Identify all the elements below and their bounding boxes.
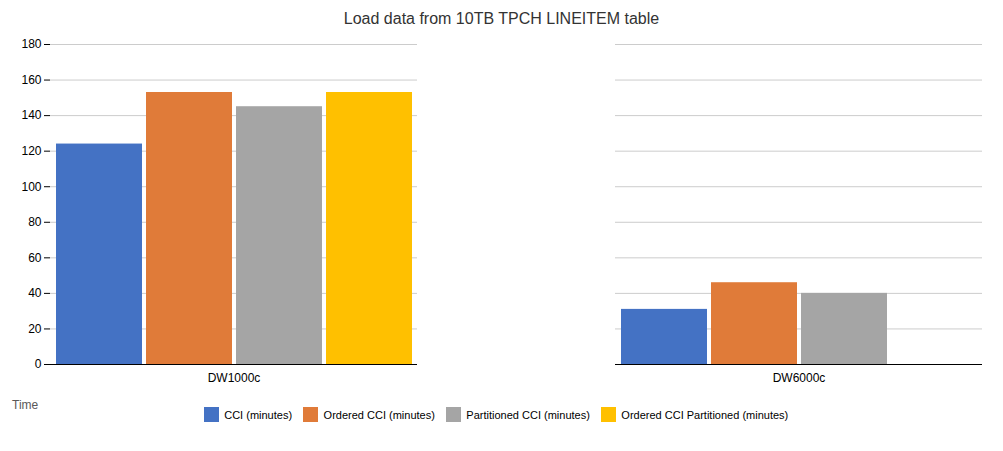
html-text:Partitioned CCI (minutes): Partitioned CCI (minutes) [466,408,590,421]
html-text:Time: Time [12,398,39,412]
svg-text:40: 40 [28,286,42,300]
svg-text:100: 100 [21,180,41,194]
html-text:Load data from 10TB TPCH LINEI: Load data from 10TB TPCH LINEITEM table [343,10,660,27]
svg-text:80: 80 [28,215,42,229]
svg-text:20: 20 [28,322,42,336]
svg-text:180: 180 [21,37,41,51]
svg-text:DW1000c: DW1000c [208,371,261,385]
html-text:CCI (minutes): CCI (minutes) [224,408,293,421]
svg-text:140: 140 [21,108,41,122]
svg-text:60: 60 [28,251,42,265]
html-text:Ordered CCI Partitioned (minut: Ordered CCI Partitioned (minutes) [621,408,789,421]
html-text:Ordered CCI (minutes): Ordered CCI (minutes) [323,408,435,421]
svg-text:0: 0 [35,357,42,371]
svg-text:120: 120 [21,144,41,158]
svg-text:160: 160 [21,73,41,87]
svg-text:DW6000c: DW6000c [773,371,826,385]
